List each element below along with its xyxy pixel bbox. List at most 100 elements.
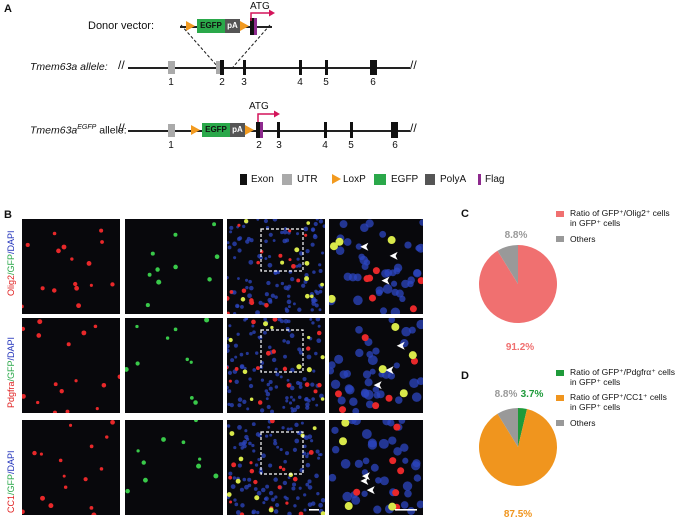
micrograph-panel xyxy=(329,420,423,515)
ko-exon-number: 6 xyxy=(392,140,398,151)
donor-insertion-lines xyxy=(180,24,271,68)
d-legend-2: Ratio of GFP⁺/CC1⁺ cells in GFP⁺ cells xyxy=(570,392,667,412)
ko-exon-5 xyxy=(350,122,353,138)
legend-exon-swatch xyxy=(240,174,247,185)
pie-slice xyxy=(479,409,557,486)
ko-break-left-icon: // xyxy=(118,121,125,135)
micrograph-panel xyxy=(227,420,325,515)
ko-break-right-icon: // xyxy=(410,121,417,135)
ko-exon-4 xyxy=(324,122,327,138)
pie-slice-label: 8.8% xyxy=(495,389,518,400)
legend-polya-swatch xyxy=(425,174,435,185)
ko-allele-line xyxy=(128,130,410,132)
d-legend-3: Others xyxy=(570,418,596,428)
pie-slice-label: 87.5% xyxy=(504,509,532,518)
d-legend-swatch-2 xyxy=(556,395,564,401)
legend-exon: Exon xyxy=(251,174,274,185)
wt-exon-5 xyxy=(325,60,328,75)
pie-slice xyxy=(497,245,518,284)
legend-utr-swatch xyxy=(282,174,292,185)
wt-exon-4 xyxy=(299,60,302,75)
wt-exon-number: 6 xyxy=(370,77,376,88)
micrograph-panel xyxy=(329,318,423,413)
wt-exon-number: 1 xyxy=(168,77,174,88)
donor-egfp-box: EGFP xyxy=(197,19,225,33)
c-legend-swatch-1 xyxy=(556,211,564,217)
panel-c-label: C xyxy=(461,208,469,220)
ko-loxp-icon xyxy=(191,125,200,135)
panel-a-label: A xyxy=(4,3,12,15)
d-legend-swatch-1 xyxy=(556,370,564,376)
pie-slice xyxy=(518,408,527,447)
wt-utr-1 xyxy=(168,61,175,74)
ko-atg-arrow xyxy=(257,110,280,122)
legend-polya: PolyA xyxy=(440,174,467,185)
wt-exon-number: 2 xyxy=(219,77,225,88)
ko-allele-label: Tmem63aEGFP allele: xyxy=(30,124,127,137)
panel-d-label: D xyxy=(461,370,469,382)
legend-loxp: LoxP xyxy=(343,174,366,185)
d-legend-1: Ratio of GFP⁺/Pdgfrα⁺ cells in GFP⁺ cells xyxy=(570,367,676,387)
wt-utr-2 xyxy=(216,61,220,74)
ko-utr-1 xyxy=(168,124,175,137)
micrograph-panel xyxy=(22,219,120,314)
ko-exon-number: 1 xyxy=(168,140,174,151)
wt-exon-2 xyxy=(220,60,224,75)
donor-vector-label: Donor vector: xyxy=(88,20,155,32)
ko-exon-6 xyxy=(391,122,398,138)
wt-break-right-icon: // xyxy=(410,58,417,72)
ko-exon-number: 4 xyxy=(322,140,328,151)
micrograph-panel xyxy=(125,420,223,515)
c-legend-2: Others xyxy=(570,234,596,244)
donor-loxp-icon xyxy=(186,21,195,31)
donor-atg-label: ATG xyxy=(250,1,270,12)
ko-pa-box: pA xyxy=(230,123,245,137)
pie-slice-label: 3.7% xyxy=(521,389,544,400)
wt-exon-6 xyxy=(370,60,377,75)
wt-allele-label: Tmem63a allele: xyxy=(30,61,108,73)
ko-loxp-icon-2 xyxy=(245,125,254,135)
ko-exon-2 xyxy=(256,122,260,138)
ko-exon-number: 2 xyxy=(256,140,262,151)
legend-utr: UTR xyxy=(297,174,318,185)
donor-atg-arrow xyxy=(250,9,275,21)
row-label-pdgfra: Pdgfra/GFP/DAPI xyxy=(6,336,16,408)
micrograph-panel xyxy=(227,318,325,413)
legend-flag-swatch xyxy=(478,174,481,185)
legend-flag: Flag xyxy=(485,174,505,185)
micrograph-panel xyxy=(22,420,120,515)
c-legend-swatch-2 xyxy=(556,236,564,242)
ko-egfp-box: EGFP xyxy=(202,123,230,137)
wt-exon-number: 3 xyxy=(241,77,247,88)
wt-break-left-icon: // xyxy=(118,58,125,72)
wt-exon-3 xyxy=(243,60,246,75)
donor-loxp-icon-2 xyxy=(240,21,249,31)
wt-exon-number: 4 xyxy=(297,77,303,88)
donor-flag xyxy=(254,18,257,35)
pie-slice xyxy=(497,408,518,447)
wt-allele-line xyxy=(128,67,410,69)
row-label-cc1: CC1/GFP/DAPI xyxy=(6,450,16,513)
donor-exon xyxy=(250,18,254,35)
pie-chart-d: 3.7% 87.5% 8.8% xyxy=(479,389,557,518)
row-label-olig2: Olig2/GFP/DAPI xyxy=(6,230,16,296)
legend-loxp-icon xyxy=(332,174,341,184)
wt-exon-number: 5 xyxy=(323,77,329,88)
legend-egfp: EGFP xyxy=(391,174,419,185)
donor-pa-box: pA xyxy=(225,19,240,33)
legend-egfp-swatch xyxy=(374,174,386,185)
c-legend-1: Ratio of GFP⁺/Olig2⁺ cells in GFP⁺ cells xyxy=(570,208,670,228)
ko-flag xyxy=(260,122,263,138)
micrograph-panel xyxy=(125,318,223,413)
pie-chart-c: 91.2% 8.8% xyxy=(479,230,557,352)
micrograph-panel xyxy=(22,318,120,413)
ko-atg-label: ATG xyxy=(249,101,269,112)
micrograph-panel xyxy=(125,219,223,314)
pie-slice-label: 8.8% xyxy=(505,230,528,241)
ko-allele-sup: EGFP xyxy=(77,124,97,131)
d-legend-swatch-3 xyxy=(556,420,564,426)
ko-exon-number: 3 xyxy=(276,140,282,151)
ko-exon-3 xyxy=(277,122,280,138)
panel-b-label: B xyxy=(4,209,12,221)
micrograph-panel xyxy=(227,219,325,314)
